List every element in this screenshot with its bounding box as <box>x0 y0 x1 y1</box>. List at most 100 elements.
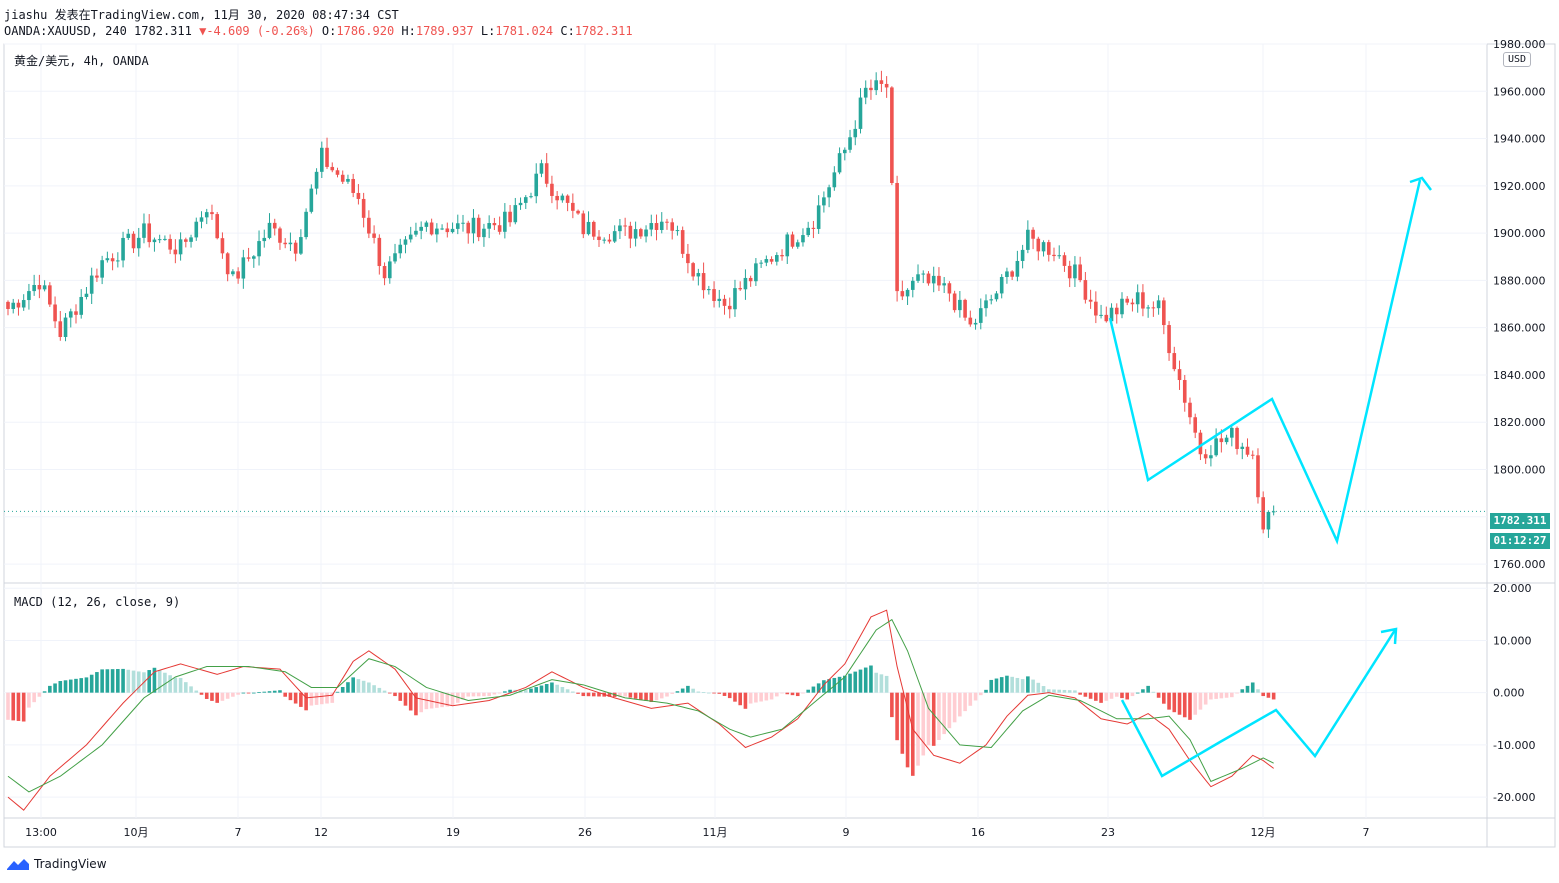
candle-body <box>722 298 727 306</box>
histogram-bar <box>1083 692 1088 697</box>
candle-body <box>204 212 209 218</box>
histogram-bar <box>262 691 267 693</box>
macd-histogram <box>6 665 1276 776</box>
candle-body <box>523 197 528 203</box>
histogram-bar <box>727 692 732 699</box>
candle-body <box>1266 511 1271 530</box>
candle-body <box>1156 300 1161 309</box>
histogram-bar <box>1245 685 1250 693</box>
histogram-bar <box>1235 692 1239 694</box>
candle-body <box>952 293 957 311</box>
candle-body <box>241 257 246 279</box>
candle-body <box>424 222 429 227</box>
histogram-bar <box>722 692 727 696</box>
candle-body <box>372 233 376 238</box>
candle-body <box>1250 454 1255 456</box>
candle-body <box>816 205 821 229</box>
tradingview-logo[interactable]: TradingView <box>6 857 107 871</box>
candle-body <box>895 182 899 292</box>
price-tick-label: 1760.000 <box>1493 558 1546 571</box>
candle-body <box>403 239 408 245</box>
time-tick-label: 7 <box>235 826 242 839</box>
histogram-bar <box>403 692 408 706</box>
histogram-bar <box>659 692 664 699</box>
histogram-bar <box>586 692 591 697</box>
histogram-bar <box>555 684 559 693</box>
histogram-bar <box>199 692 204 695</box>
candle-body <box>476 217 481 238</box>
candle-body <box>131 233 136 249</box>
histogram-bar <box>204 692 209 699</box>
candle-body <box>408 234 413 240</box>
candle-body <box>184 239 188 242</box>
histogram-bar <box>1088 692 1093 699</box>
histogram-bar <box>544 684 549 693</box>
histogram-bar <box>231 692 235 697</box>
candle-body <box>571 202 575 211</box>
candle-body <box>1120 298 1124 315</box>
histogram-bar <box>445 692 450 707</box>
candle-body <box>968 317 973 325</box>
candle-body <box>717 298 722 302</box>
candle-body <box>63 317 68 337</box>
histogram-bar <box>283 692 287 697</box>
candle-body <box>335 170 340 175</box>
histogram-bar <box>675 691 680 693</box>
histogram-bar <box>649 692 654 703</box>
histogram-bar <box>382 690 387 693</box>
candle-body <box>48 285 52 305</box>
candle-body <box>257 241 261 257</box>
histogram-bar <box>37 692 42 697</box>
candle-body <box>126 233 131 238</box>
histogram-bar <box>1250 682 1255 693</box>
candle-body <box>435 228 439 235</box>
histogram-bar <box>843 675 847 693</box>
candle-body <box>874 80 878 91</box>
histogram-bar <box>121 668 125 693</box>
histogram-bar <box>278 690 282 693</box>
histogram-bar <box>335 691 340 693</box>
histogram-bar <box>848 673 852 693</box>
candle-body <box>984 300 988 309</box>
candle-body <box>858 97 863 129</box>
brand-name: TradingView <box>34 857 107 871</box>
histogram-bar <box>210 692 214 701</box>
histogram-bar <box>539 685 544 693</box>
histogram-bar <box>215 692 219 703</box>
histogram-bar <box>576 692 580 694</box>
histogram-bar <box>393 692 397 697</box>
histogram-bar <box>157 670 162 693</box>
candle-body <box>1031 229 1035 239</box>
price-tick-label: 1980.000 <box>1493 38 1546 51</box>
candle-body <box>586 221 591 235</box>
histogram-bar <box>257 692 261 693</box>
histogram-bar <box>1057 689 1062 693</box>
histogram-bar <box>1156 692 1161 698</box>
candle-body <box>696 273 701 277</box>
histogram-bar <box>1151 691 1156 693</box>
histogram-bar <box>644 692 648 701</box>
currency-button[interactable]: USD <box>1503 52 1532 67</box>
candle-body <box>1073 264 1077 279</box>
candle-body <box>236 271 240 279</box>
histogram-bar <box>482 692 486 697</box>
candle-body <box>1261 497 1265 530</box>
histogram-bar <box>994 678 999 693</box>
histogram-bar <box>466 692 471 697</box>
close-label: C: <box>560 24 575 38</box>
candle-body <box>288 242 293 245</box>
open-value: 1786.920 <box>336 24 395 38</box>
histogram-bar <box>806 689 810 693</box>
histogram-bar <box>419 692 423 713</box>
candle-body <box>759 262 763 264</box>
histogram-bar <box>372 685 376 693</box>
histogram-bar <box>236 692 240 695</box>
grid-lines <box>4 43 1487 818</box>
candle-body <box>780 255 784 257</box>
candle-body <box>346 178 350 182</box>
histogram-bar <box>670 692 675 694</box>
candle-body <box>602 239 607 241</box>
histogram-bar <box>309 692 314 706</box>
candle-body <box>581 213 586 235</box>
